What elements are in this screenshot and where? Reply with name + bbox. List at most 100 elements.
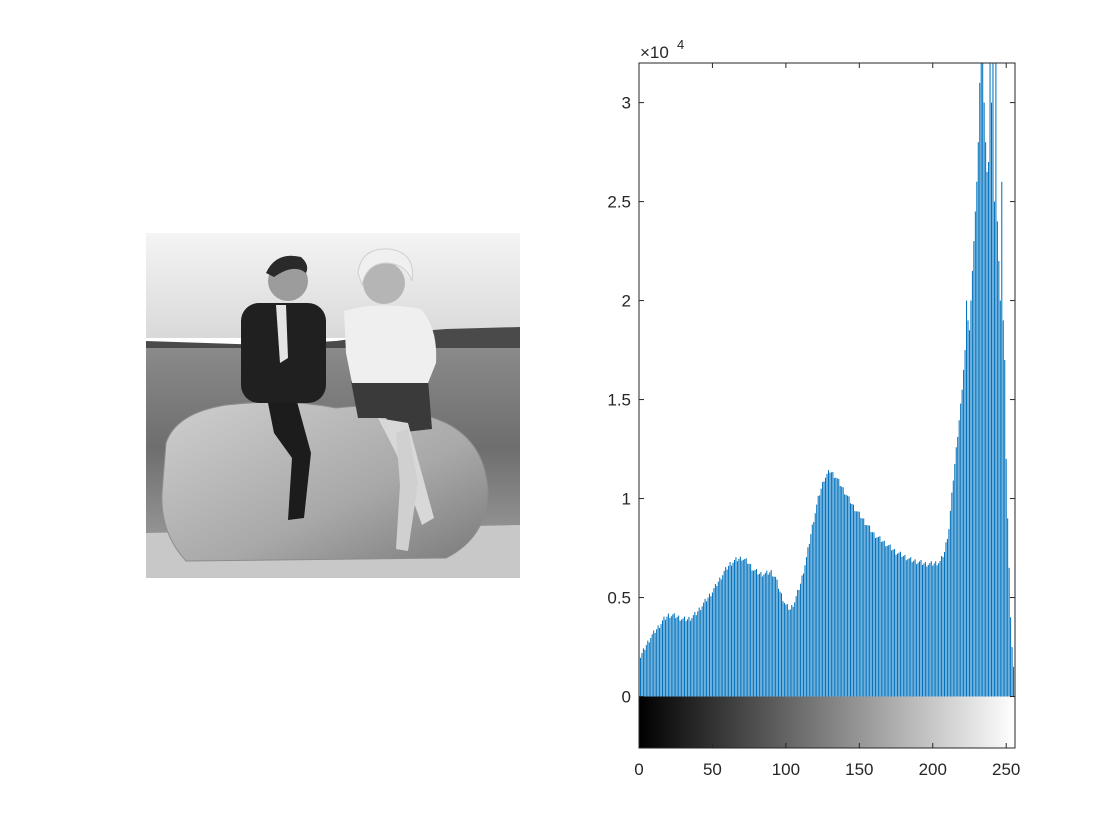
y-exponent-base: ×10 [640,43,669,62]
histogram-bar [819,495,821,697]
histogram-bar [858,511,860,697]
histogram-bar [769,572,771,697]
histogram-bar [826,473,828,697]
histogram-bar [980,63,982,697]
photo-left-man-shirt [276,305,288,363]
histogram-bar [889,544,891,697]
histogram-bar [894,549,896,697]
histogram-bar [995,63,997,697]
histogram-bar [741,560,743,697]
histogram-bar [744,559,746,697]
histogram-bar [791,604,793,697]
histogram-bar [844,494,846,697]
histogram-bar [883,540,885,697]
histogram-bar [816,504,818,697]
histogram-bar [960,403,962,697]
histogram-bar [684,616,686,697]
histogram-bar [726,569,728,697]
histogram-bar [795,596,797,697]
histogram-bar [885,546,887,697]
histogram-bar [877,536,879,697]
histogram-bar [1010,617,1012,697]
histogram-bar [685,621,687,697]
histogram-bar [988,161,990,697]
histogram-bar [873,532,875,697]
histogram-bar [863,518,865,697]
histogram-bar [682,618,684,697]
histogram-bar [747,563,749,697]
histogram-bar [708,593,711,697]
histogram-bar [700,610,702,697]
histogram-bar [1011,647,1013,697]
histogram-bar [738,558,740,697]
histogram-bar [723,570,725,697]
x-tick-label: 250 [992,760,1020,779]
histogram-bar [814,513,816,697]
histogram-bar [711,592,713,697]
histogram-bar [801,575,803,697]
histogram-bar [802,573,805,697]
histogram-bar [927,564,929,697]
histogram-bar [720,579,722,697]
histogram-bar [989,63,991,697]
histogram-bar [849,503,852,697]
histogram-bar [704,598,706,697]
y-tick-label: 1 [622,490,631,509]
histogram-bar [919,561,921,697]
histogram-bar [706,601,708,697]
histogram-bar [667,613,669,697]
histogram-bar [823,481,825,697]
histogram-bar [867,525,869,697]
histogram-bar [770,570,772,697]
histogram-bar [717,581,719,697]
histogram-bar [982,63,984,697]
histogram-bar [841,486,843,697]
histogram-bar [966,300,968,697]
histogram-bar [656,629,658,697]
histogram-bar [676,616,678,697]
histogram-bar [968,330,970,697]
histogram-bar [835,477,837,697]
histogram-bar [692,615,694,697]
histogram-bar [851,503,853,697]
histogram-bar [857,511,859,697]
histogram-bar [775,576,777,697]
histogram-bar [672,614,674,697]
histogram-bar [780,593,782,697]
histogram-bar [785,604,787,697]
histogram-bar [644,649,646,697]
histogram-bar [1008,567,1010,697]
histogram-bar [733,560,735,697]
histogram-bar [773,576,775,697]
histogram-bar [800,583,802,697]
y-tick-label: 3 [622,94,631,113]
histogram-bar [998,260,1000,697]
histogram-bar [852,504,854,697]
histogram-bar [829,472,831,697]
histogram-bar [698,607,700,697]
histogram-bar [899,551,901,697]
histogram-bar [954,463,956,697]
histogram-bar [731,565,733,697]
histogram-bar [670,616,672,697]
histogram-bar [716,585,718,697]
histogram-bar [827,470,829,697]
histogram-bar [911,562,913,697]
histogram-bar [736,561,738,697]
histogram-bar [654,632,656,697]
histogram-bar [990,102,993,697]
histogram-bar [967,320,969,697]
x-tick-label: 50 [703,760,722,779]
histogram-bar [1004,359,1006,697]
histogram-bar [933,563,935,697]
histogram-bar [838,479,840,697]
histogram-bar [913,560,915,697]
histogram-bar [971,270,973,697]
histogram-bar [783,602,785,697]
histogram-bar [923,563,925,697]
histogram-bar [661,620,664,697]
histogram-bar [688,616,690,697]
histogram-bar [904,554,906,697]
histogram-bar [902,555,904,697]
histogram-bar [983,102,985,697]
